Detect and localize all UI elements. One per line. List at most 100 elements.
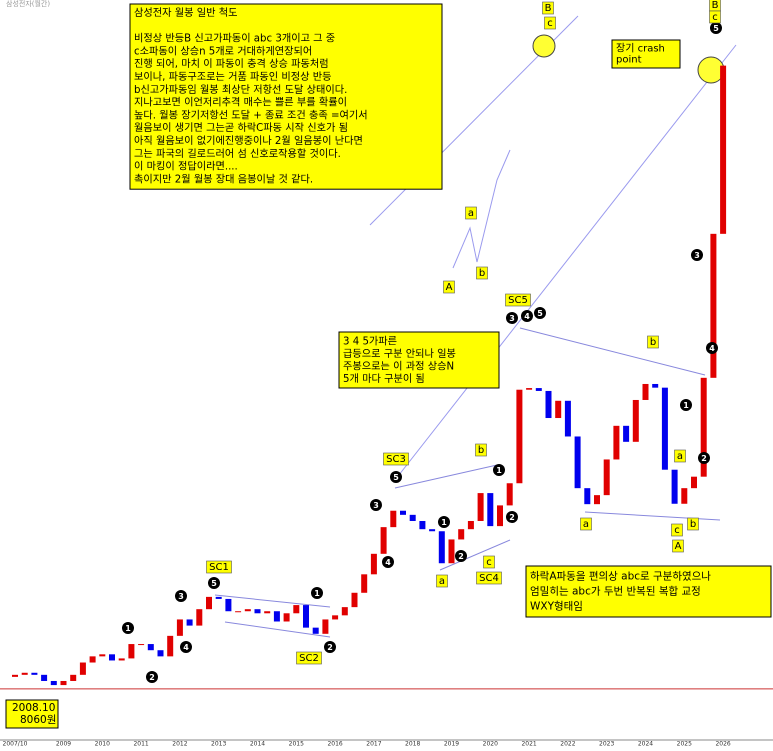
x-tick-label: 2009 xyxy=(56,741,71,748)
candle-body xyxy=(632,399,639,442)
candle-body xyxy=(516,389,523,484)
candle-body xyxy=(118,658,125,661)
wave-box-label: b xyxy=(478,445,484,456)
wave-box-label: SC2 xyxy=(299,653,319,664)
wave-box-label: c xyxy=(712,12,718,23)
main-note-text: b신고가파동임 월봉 최상단 저항선 도달 상태이다. xyxy=(134,83,347,96)
wave-box xyxy=(671,523,683,537)
wave-circle xyxy=(175,590,187,602)
candle-body xyxy=(264,611,271,614)
wave-number: 5 xyxy=(713,24,719,33)
wave-number: 1 xyxy=(683,401,689,410)
candle-body xyxy=(545,390,552,419)
crash-note-text: point xyxy=(616,55,642,66)
mid-note-text: 3 4 5가파른 xyxy=(343,335,397,347)
crash-note-box xyxy=(611,39,681,69)
wave-box-label: a xyxy=(583,519,589,530)
main-note-text: 보이나, 파동구조로는 거품 파동인 비정상 반등 xyxy=(134,71,332,83)
wave-circle xyxy=(455,550,467,562)
x-tick-label: 2026 xyxy=(715,741,730,748)
crash-note-text: 장기 crash xyxy=(616,43,665,55)
candle-body xyxy=(176,619,183,636)
wave-circle xyxy=(493,464,505,476)
candle-body xyxy=(79,662,86,675)
candle-body xyxy=(400,510,406,515)
wave-number: 3 xyxy=(509,314,515,323)
candle-body xyxy=(555,400,562,419)
x-tick-label: 2010 xyxy=(95,741,110,748)
wave-box-label: a xyxy=(468,208,474,219)
candle-body xyxy=(477,493,484,521)
wave-box-label: a xyxy=(439,576,445,587)
candle-body xyxy=(720,65,727,234)
candle-body xyxy=(409,514,416,521)
wave-box-label: SC1 xyxy=(209,562,229,573)
mid-note-text: 주봉으로는 이 과정 상승N xyxy=(343,360,454,372)
wave-box xyxy=(674,449,686,463)
wave-number: 5 xyxy=(211,579,217,588)
candle-body xyxy=(21,672,28,675)
candle-body xyxy=(244,609,251,612)
wave-circle xyxy=(506,511,518,523)
wave-box-label: SC4 xyxy=(479,573,499,584)
wave-box-label: A xyxy=(675,541,682,552)
candle-body xyxy=(671,469,678,504)
wave-box xyxy=(296,651,322,665)
wave-box xyxy=(436,574,448,588)
wave-box xyxy=(206,560,232,574)
wave-box-label: c xyxy=(547,18,553,29)
main-note-text: 높다. 월봉 장기저항선 도달 + 종료 조건 충족 =여기서 xyxy=(134,109,368,121)
candle-body xyxy=(60,680,67,686)
candle-body xyxy=(312,627,319,634)
wave-box-label: A xyxy=(446,282,453,293)
wave-box-label: b xyxy=(690,519,696,530)
candle-body xyxy=(293,605,300,614)
candle-body xyxy=(390,510,397,528)
main-note-text: 촉이지만 2월 월봉 장대 음봉이날 것 같다. xyxy=(134,173,313,185)
candle-body xyxy=(380,527,387,554)
wave-circle xyxy=(706,342,718,354)
candle-body xyxy=(41,674,48,681)
candle-body xyxy=(564,400,571,437)
x-tick-label: 2014 xyxy=(250,741,265,748)
wave-number: 3 xyxy=(373,501,379,510)
x-tick-label: 2011 xyxy=(133,741,148,748)
x-tick-label: 2023 xyxy=(599,741,614,748)
candle-body xyxy=(138,644,145,646)
wave-box xyxy=(465,206,477,220)
candle-body xyxy=(128,644,135,659)
wave-circle xyxy=(438,516,450,528)
wave-circle xyxy=(311,587,323,599)
wave-number: 4 xyxy=(183,643,189,652)
reference-label-box xyxy=(5,699,59,729)
wave-box-label: b xyxy=(479,268,485,279)
candle-body xyxy=(206,596,212,610)
x-tick-label: 2015 xyxy=(289,741,304,748)
candle-body xyxy=(186,619,193,626)
candle-body xyxy=(623,425,630,442)
wave-circle xyxy=(521,310,533,322)
wave-box xyxy=(476,266,488,280)
candle-body xyxy=(497,505,503,527)
wave-number: 5 xyxy=(393,473,399,482)
x-tick-label: 2019 xyxy=(444,741,459,748)
candle-body xyxy=(661,387,668,470)
main-note-text: 삼성전자 월봉 일반 척도 xyxy=(134,7,237,19)
wave-box-label: c xyxy=(674,525,680,536)
candle-body xyxy=(109,654,115,661)
wave-box-label: SC3 xyxy=(386,454,406,465)
candle-body xyxy=(235,611,242,613)
wave-circle xyxy=(146,671,158,683)
candle-body xyxy=(273,611,280,622)
candle-body xyxy=(89,656,96,663)
candle-body xyxy=(448,539,455,564)
wave-circle xyxy=(680,399,692,411)
wave-box xyxy=(647,335,659,349)
wave-box xyxy=(672,539,684,553)
wave-number: 4 xyxy=(385,558,391,567)
candle-body xyxy=(429,529,436,532)
candle-body xyxy=(50,680,57,686)
candle-body xyxy=(487,493,494,527)
wave-box xyxy=(687,517,699,531)
